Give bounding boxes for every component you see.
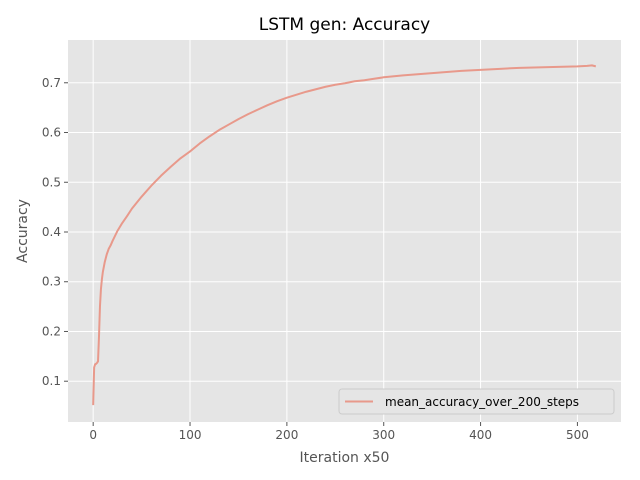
y-tick-label: 0.4 — [42, 225, 61, 239]
y-tick-label: 0.5 — [42, 175, 61, 189]
x-tick-label: 300 — [372, 428, 395, 442]
x-tick-label: 200 — [275, 428, 298, 442]
series-line — [92, 64, 597, 406]
y-tick-label: 0.7 — [42, 76, 61, 90]
y-tick-label: 0.3 — [42, 275, 61, 289]
legend-label: mean_accuracy_over_200_steps — [385, 395, 579, 409]
y-tick-label: 0.2 — [42, 324, 61, 338]
x-axis-label: Iteration x50 — [300, 450, 390, 466]
series-lines — [92, 64, 597, 406]
y-tick-label: 0.6 — [42, 126, 61, 140]
x-tick-label: 0 — [89, 428, 97, 442]
y-tick-label: 0.1 — [42, 374, 61, 388]
legend-box — [338, 388, 615, 415]
x-tick-label: 100 — [179, 428, 202, 442]
grid-lines — [68, 40, 621, 422]
x-tick-label: 500 — [566, 428, 589, 442]
chart-title: LSTM gen: Accuracy — [259, 15, 431, 35]
plot-area — [68, 40, 621, 422]
legend: mean_accuracy_over_200_steps — [338, 388, 615, 415]
x-tick-label: 400 — [469, 428, 492, 442]
y-axis-label: Accuracy — [15, 199, 31, 263]
axis-ticks: 0 100 200 300 400 500 0.1 0.2 0.3 0.4 0.5 0.6 0.7 — [42, 76, 589, 442]
